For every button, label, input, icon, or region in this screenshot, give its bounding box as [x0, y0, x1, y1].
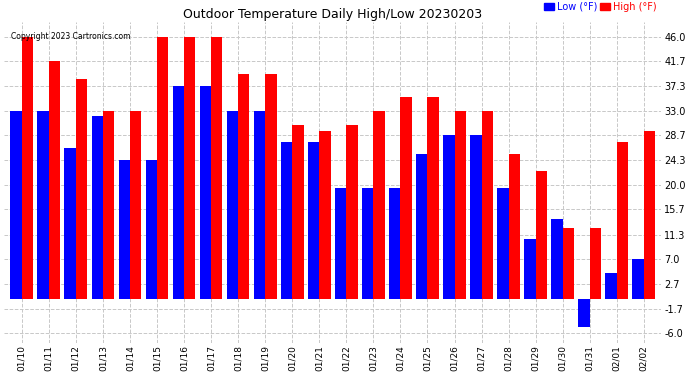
- Bar: [335, 188, 346, 299]
- Bar: [389, 188, 400, 299]
- Bar: [373, 111, 385, 299]
- Bar: [10, 111, 22, 299]
- Bar: [199, 86, 211, 299]
- Bar: [64, 148, 76, 299]
- Title: Outdoor Temperature Daily High/Low 20230203: Outdoor Temperature Daily High/Low 20230…: [184, 8, 482, 21]
- Bar: [362, 188, 373, 299]
- Bar: [119, 160, 130, 299]
- Bar: [130, 111, 141, 299]
- Bar: [563, 228, 574, 299]
- Bar: [22, 37, 33, 299]
- Bar: [37, 111, 49, 299]
- Bar: [482, 111, 493, 299]
- Bar: [157, 37, 168, 299]
- Bar: [428, 96, 439, 299]
- Bar: [211, 37, 222, 299]
- Bar: [92, 117, 103, 299]
- Bar: [590, 228, 601, 299]
- Bar: [172, 86, 184, 299]
- Bar: [470, 135, 482, 299]
- Bar: [644, 131, 655, 299]
- Bar: [254, 111, 265, 299]
- Bar: [400, 96, 412, 299]
- Bar: [76, 80, 87, 299]
- Bar: [605, 273, 617, 299]
- Bar: [551, 219, 563, 299]
- Bar: [578, 299, 590, 327]
- Bar: [617, 142, 628, 299]
- Bar: [308, 142, 319, 299]
- Bar: [265, 74, 277, 299]
- Bar: [633, 259, 644, 299]
- Bar: [293, 125, 304, 299]
- Bar: [319, 131, 331, 299]
- Bar: [346, 125, 357, 299]
- Bar: [455, 111, 466, 299]
- Bar: [535, 171, 547, 299]
- Text: Copyright 2023 Cartronics.com: Copyright 2023 Cartronics.com: [11, 32, 130, 41]
- Bar: [416, 153, 428, 299]
- Bar: [227, 111, 238, 299]
- Bar: [184, 37, 195, 299]
- Bar: [238, 74, 250, 299]
- Bar: [146, 160, 157, 299]
- Bar: [497, 188, 509, 299]
- Bar: [103, 111, 115, 299]
- Bar: [281, 142, 293, 299]
- Bar: [49, 61, 60, 299]
- Bar: [443, 135, 455, 299]
- Bar: [509, 153, 520, 299]
- Bar: [524, 239, 535, 299]
- Legend: Low (°F), High (°F): Low (°F), High (°F): [544, 2, 657, 12]
